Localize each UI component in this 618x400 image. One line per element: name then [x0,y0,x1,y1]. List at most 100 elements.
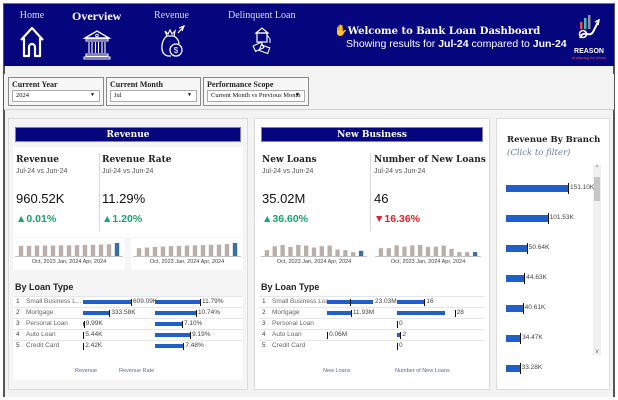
revenue-by-branch-panel: Revenue By Branch (Click to filter) ^ v … [496,118,610,390]
table-row[interactable]: 4 Auto Loan 5.44K 9.19% [13,329,243,340]
target-marker [183,343,185,350]
sparkline-bar [106,244,112,256]
table-row[interactable]: 5 Credit Card 0 [259,340,485,351]
data-bar [83,300,131,304]
sparkline-bar [449,248,454,256]
sparkline-bar [114,243,120,256]
dropdown-value: Jul [114,92,122,99]
sparkline-bar [378,248,384,256]
new-business-loan-type-table: New Loans Number of New Loans 1 Small Bus… [259,296,485,380]
performance-scope-dropdown[interactable]: Current Month vs Previous Month ▼ [207,90,305,102]
header-bar: Home Overview Revenue $ Delinquent Loan [4,4,614,66]
sparkline-bar [136,248,142,256]
table-row[interactable]: 3 Personal Loan 0 [259,318,485,329]
table-row[interactable]: 5 Credit Card 2.42K 7.48% [13,340,243,351]
column-header: New Loans [323,368,351,374]
revenue-rate-sparkline[interactable]: Oct, 2023 Jan, 2024 Apr, 2024 [131,238,243,270]
data-bar [83,311,110,315]
new-business-panel-title: New Business [261,127,483,142]
table-row[interactable]: 4 Auto Loan 0.06M 2 [259,329,485,340]
sparkline-bar [208,244,214,256]
table-row[interactable]: 1 Small Business Loa... 23.03M 16 [259,296,485,307]
sparkline-bar [296,244,301,256]
branch-bar-value: 101.53K [549,214,574,221]
bar-value: 9.99K [85,320,103,327]
new-loans-sparkline[interactable]: Oct, 2023 Jan, 2024 Apr, 2024 [259,238,369,270]
table-row[interactable]: 2 Mortgage 11.93M 28 [259,307,485,318]
nav-home[interactable]: Home [18,10,46,59]
sparkline-bar [358,250,364,256]
revenue-sparkline[interactable]: Oct, 2023 Jan, 2024 Apr, 2024 [13,238,125,270]
branch-bar-marker [547,213,549,224]
chevron-down-icon: ▼ [295,93,300,98]
table-row[interactable]: 1 Small Business L... 609.09K 11.79% [13,296,243,307]
sparkline-bar [42,245,48,256]
bar-value: 23.03M [375,298,397,305]
welcome-title: Welcome to Bank Loan Dashboard [347,26,541,37]
sparkline-bar [144,247,150,256]
filter-bar: Current Year 2024 ▼ Current Month Jul ▼ Pe… [4,74,614,110]
branch-scrollbar[interactable]: ^ v [593,165,601,355]
new-business-kpis: New Loans Jul-24 vs Jun-24 35.02M ▲36.60… [259,147,486,237]
sparkline-axis: Oct, 2023 Jan, 2024 Apr, 2024 [276,259,352,265]
row-rank: 3 [262,320,266,327]
waving-hand-icon: ✋ [334,24,348,37]
kpi-delta: ▲0.01% [16,213,57,225]
dropdown-value: Current Month vs Previous Month [211,92,301,99]
sparkline-bar [303,245,309,256]
scroll-down-icon[interactable]: v [595,349,599,355]
kpi-number-of-new-loans: Number of New Loans Jul-24 vs Jun-24 46 … [371,147,486,237]
kpi-delta: ▲1.20% [102,213,143,225]
branch-bar-marker [524,273,526,284]
sparkline-bar [457,252,462,256]
data-bar [155,300,200,304]
current-year-dropdown[interactable]: 2024 ▼ [12,90,100,102]
sparkline-bar [18,245,24,256]
row-rank: 1 [16,298,20,305]
revenue-kpis: Revenue Jul-24 vs Jun-24 960.52K ▲0.01% … [13,147,243,237]
nav-delinquent-loan[interactable]: Delinquent Loan [228,10,295,57]
reason-logo-icon [578,15,601,39]
sparkline-bar [160,246,166,256]
branch-bar-value: 33.28K [521,364,543,371]
current-month-dropdown[interactable]: Jul ▼ [110,90,197,102]
scroll-thumb[interactable] [594,177,600,201]
sparkline-bar [232,243,238,256]
branch-panel-subtitle: (Click to filter) [507,148,571,158]
loan-type-name: Mortgage [272,309,300,316]
showing-text: Showing results for [346,38,439,50]
data-bar [397,300,425,304]
branch-bar-value: 50.64K [528,244,550,251]
bar-value: 16 [426,298,434,305]
loan-type-name: Auto Loan [272,331,302,338]
kpi-subtitle: Jul-24 vs Jun-24 [374,168,426,175]
sparkline-bar [386,248,391,256]
bar-value: 0 [399,342,403,349]
number-of-new-loans-sparkline[interactable]: Oct, 2023 Jan, 2024 Apr, 2024 [373,238,483,270]
scroll-up-icon[interactable]: ^ [595,165,599,171]
kpi-revenue: Revenue Jul-24 vs Jun-24 960.52K ▲0.01% [13,147,128,237]
sparkline-bar [264,250,270,256]
nav-revenue[interactable]: Revenue $ [154,10,189,59]
target-marker [83,343,85,350]
sparkline-bar [74,245,80,256]
branch-bar-marker [526,243,528,254]
bar-value: 2 [402,331,406,338]
sparkline-chart [375,244,481,257]
sparkline-axis: Oct, 2023 Jan, 2024 Apr, 2024 [390,259,466,265]
kpi-title: Number of New Loans [374,155,486,165]
sparkline-bar [152,246,158,256]
sparkline-bar [176,245,182,256]
column-header: Revenue [75,368,98,374]
data-bar [83,322,84,326]
table-row[interactable]: 3 Personal Loan 9.99K 7.10% [13,318,243,329]
target-marker [397,343,398,350]
branch-bar [506,185,568,192]
sparkline-bar [288,246,293,256]
bar-value: 5.44K [85,331,103,338]
sparkline-bar [433,246,439,256]
kpi-subtitle: Jul-24 vs Jun-24 [102,168,154,175]
sparkline-chart [133,243,241,257]
table-row[interactable]: 2 Mortgage 333.58K 10.74% [13,307,243,318]
nav-overview[interactable]: Overview [72,9,121,60]
